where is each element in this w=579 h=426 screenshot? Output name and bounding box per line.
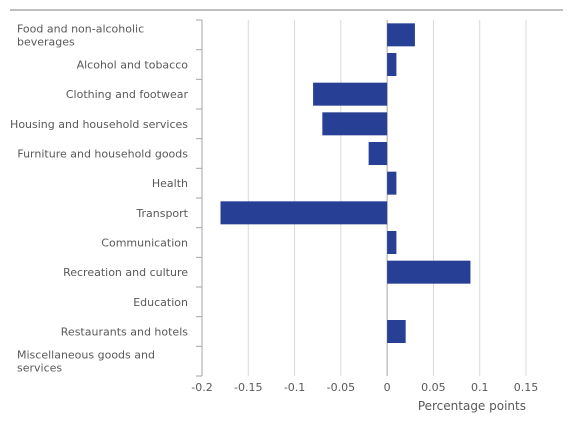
category-label: Restaurants and hotels — [61, 326, 188, 339]
x-tick-label: -0.2 — [191, 381, 212, 394]
bar — [387, 231, 397, 254]
bar — [368, 142, 388, 165]
axis-layer — [196, 19, 388, 377]
x-tick-label: -0.1 — [284, 381, 305, 394]
category-label: Transport — [135, 207, 188, 220]
category-label-line: Communication — [101, 237, 188, 250]
category-label: Alcohol and tobacco — [77, 59, 189, 72]
category-label: Miscellaneous goods and services — [17, 349, 155, 375]
category-label-line: Miscellaneous goods and — [17, 349, 155, 362]
category-label: Health — [152, 177, 188, 190]
category-label-line: Recreation and culture — [63, 266, 188, 279]
grid-layer — [201, 20, 527, 376]
category-label: Education — [133, 296, 188, 309]
x-tick-label: 0.1 — [471, 381, 489, 394]
category-label-line: Education — [133, 296, 188, 309]
x-tick-label: 0.05 — [421, 381, 446, 394]
category-label-line: beverages — [17, 35, 75, 48]
bar — [387, 260, 471, 284]
category-label-line: services — [17, 362, 62, 375]
category-label-line: Housing and household services — [10, 118, 188, 131]
category-label-line: Health — [152, 177, 188, 190]
category-label: Food and non-alcoholic beverages — [17, 22, 144, 48]
bar — [313, 82, 388, 106]
category-label: Housing and household services — [10, 118, 188, 131]
bar — [387, 53, 397, 76]
x-tick-label: -0.05 — [327, 381, 355, 394]
bar — [387, 23, 415, 47]
x-tick-label: 0.15 — [514, 381, 539, 394]
category-label-line: Alcohol and tobacco — [77, 59, 189, 72]
bar-layer — [220, 23, 471, 343]
category-label: Furniture and household goods — [17, 148, 188, 161]
category-label-line: Food and non-alcoholic — [17, 22, 144, 35]
category-label: Communication — [101, 237, 188, 250]
x-tick-label: -0.15 — [234, 381, 262, 394]
category-label-line: Furniture and household goods — [17, 148, 188, 161]
x-tick-label: 0 — [384, 381, 391, 394]
bar — [387, 320, 406, 343]
category-label-line: Restaurants and hotels — [61, 326, 188, 339]
x-axis-title: Percentage points — [418, 399, 526, 413]
category-label: Recreation and culture — [63, 266, 188, 279]
bar — [322, 112, 388, 136]
category-label: Clothing and footwear — [66, 88, 189, 101]
x-tick-label-layer: -0.2 -0.15 -0.1 -0.05 0 0.05 0.1 0.15 — [191, 381, 538, 394]
category-label-line: Transport — [135, 207, 188, 220]
bar — [220, 201, 388, 225]
category-label-line: Clothing and footwear — [66, 88, 189, 101]
bar — [387, 171, 397, 195]
